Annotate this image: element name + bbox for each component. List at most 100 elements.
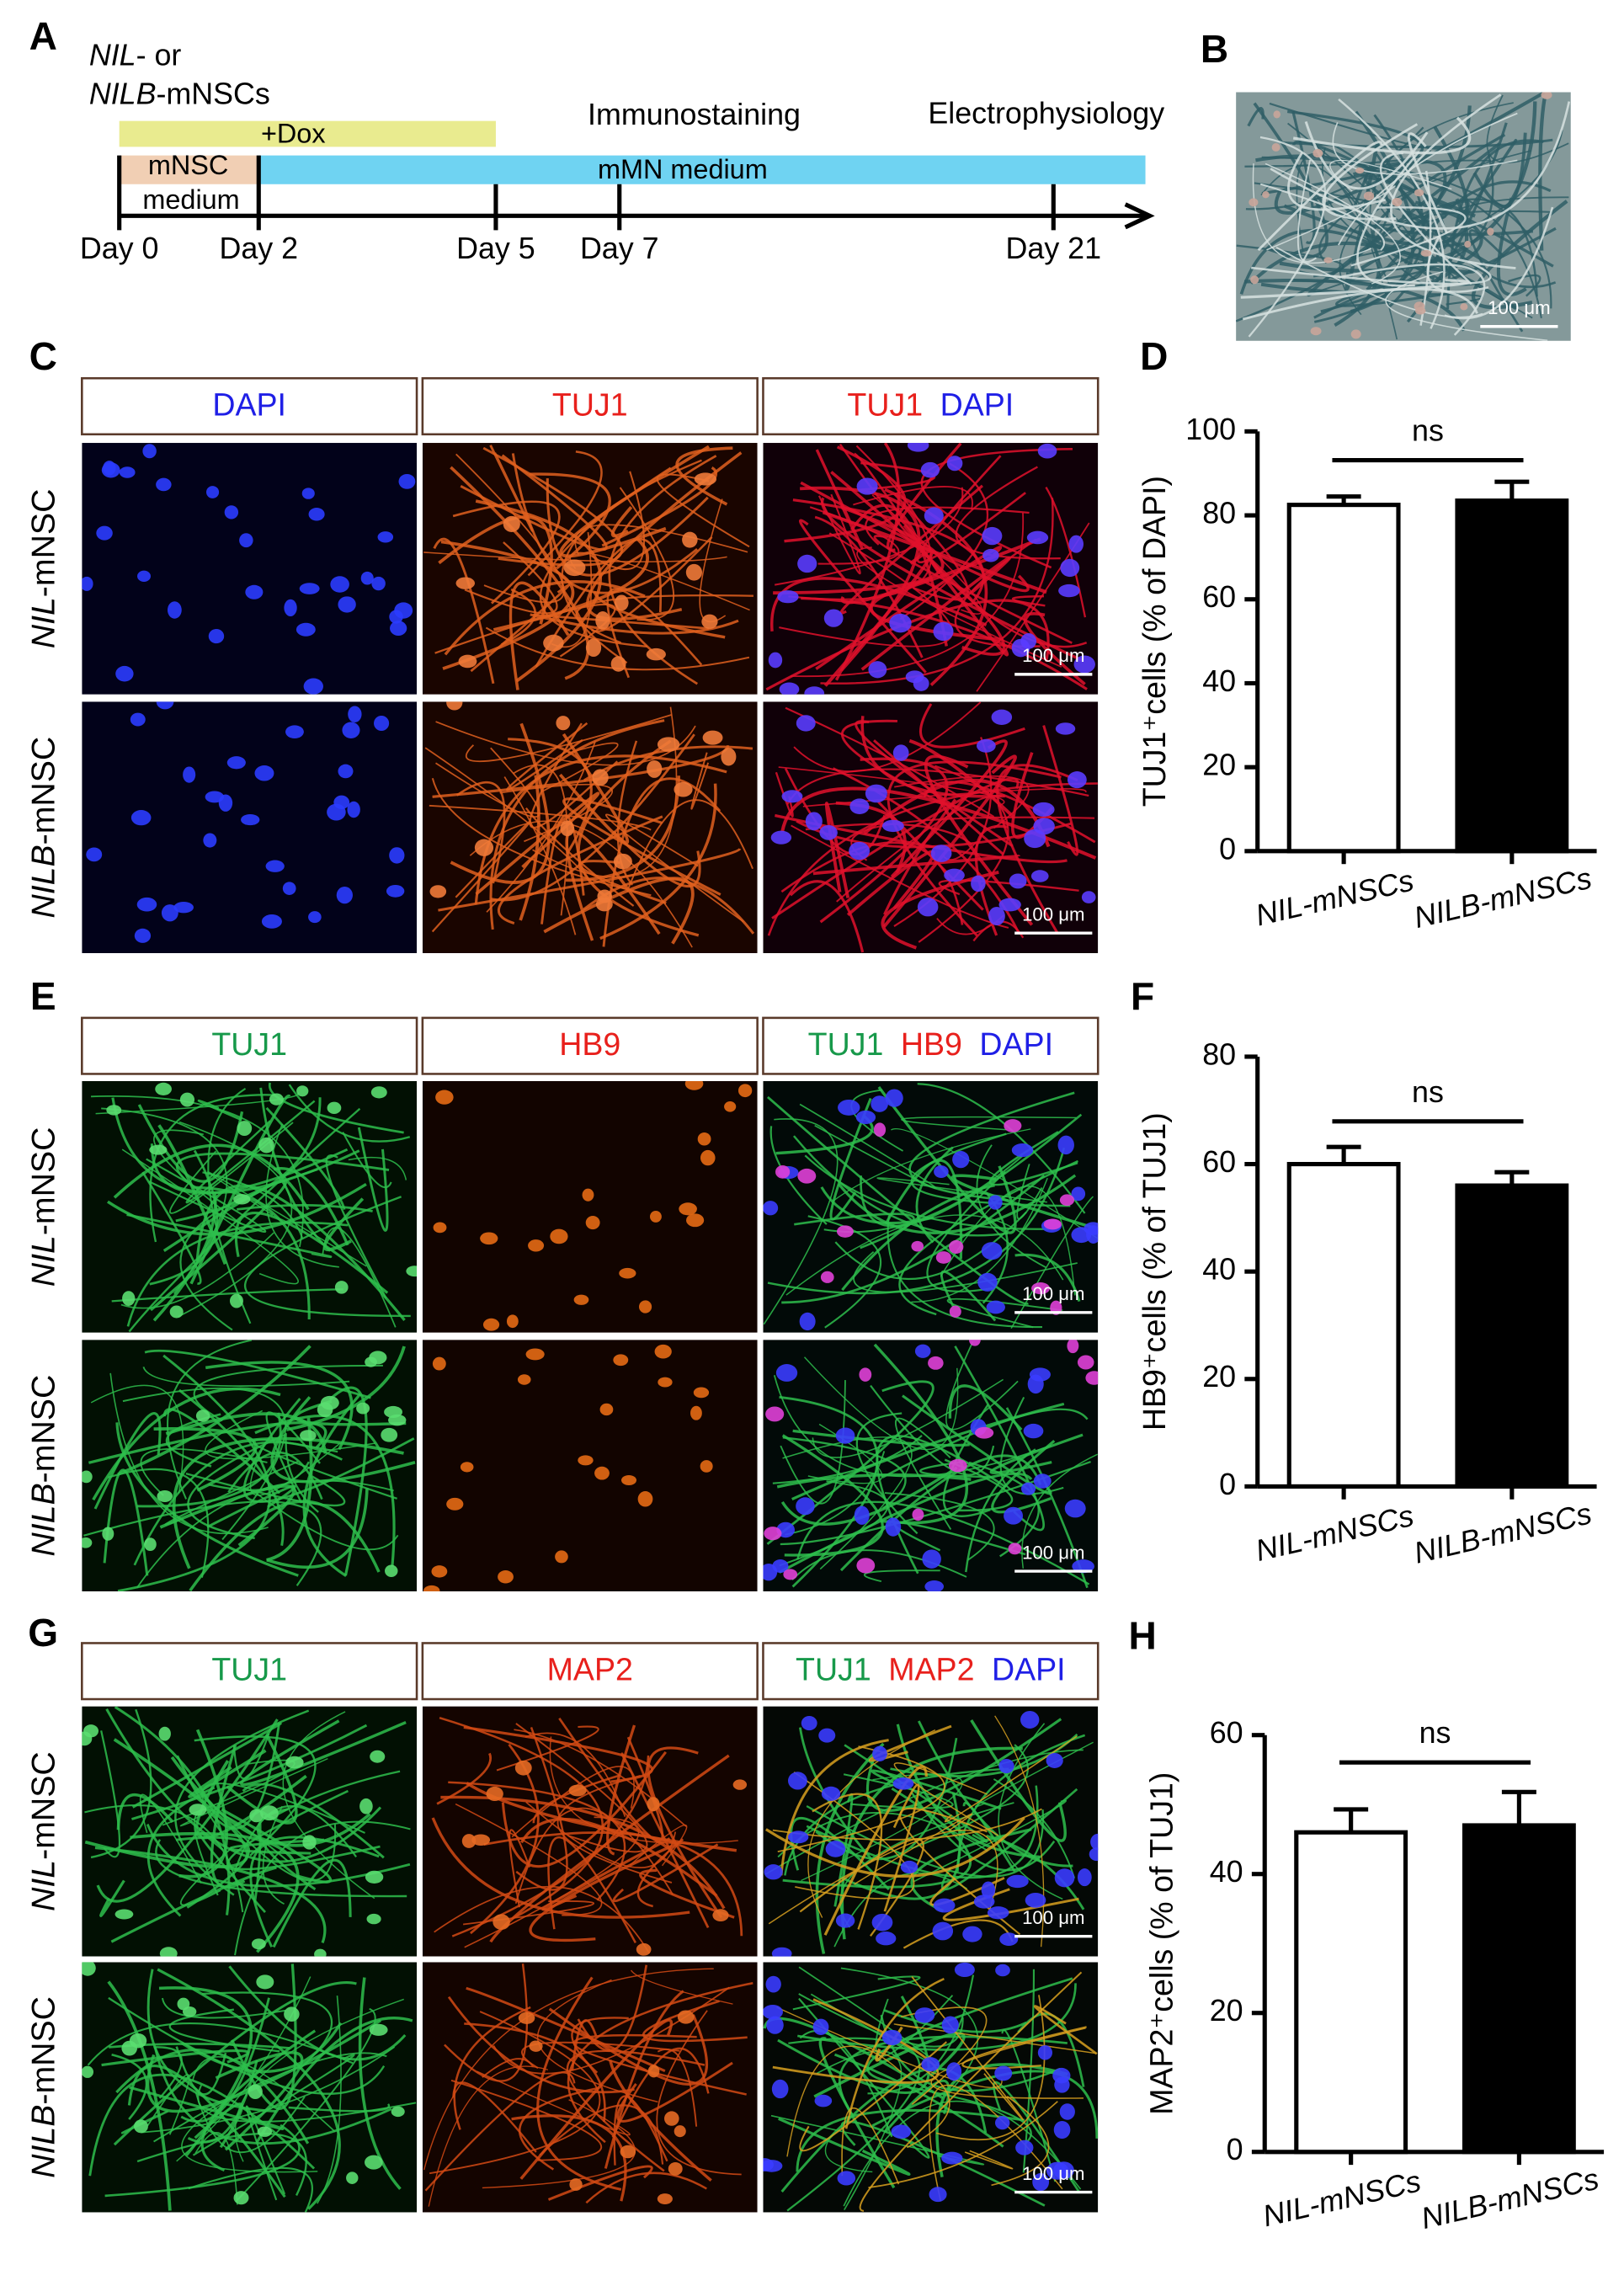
neurite [893, 2023, 1096, 2054]
cell [677, 2010, 695, 2024]
neurite [114, 1706, 231, 1916]
cell [646, 647, 666, 661]
cell [431, 1565, 448, 1578]
neurite [167, 1340, 253, 1500]
neurite [869, 2079, 1032, 2145]
cell [892, 744, 909, 761]
cell [1024, 829, 1046, 849]
header-box [421, 1642, 759, 1701]
neurite [784, 768, 886, 855]
cell [159, 1947, 178, 1957]
cell [1060, 558, 1080, 578]
cell [82, 1962, 96, 1976]
cell [1487, 227, 1494, 236]
neurite [784, 445, 907, 543]
channel-name: TUJ1 [552, 386, 628, 422]
neurite [90, 1384, 184, 1494]
neurite [910, 1132, 1071, 1207]
neurite [911, 1744, 1029, 1850]
cell [446, 701, 463, 711]
neurite [192, 2054, 355, 2156]
micrograph [82, 1706, 418, 1957]
cell [856, 477, 878, 495]
cell [946, 456, 963, 472]
panel-letter: F [1131, 974, 1154, 1018]
neurite [834, 1211, 1027, 1281]
cell [654, 1344, 672, 1359]
neurite [165, 1412, 327, 1454]
significance-label: ns [1412, 414, 1444, 448]
cell [647, 759, 663, 778]
cell [96, 525, 113, 541]
cell [169, 1305, 184, 1319]
cell [486, 1786, 503, 1802]
neurite [227, 1451, 323, 1500]
neurite [656, 473, 750, 548]
cell [835, 1427, 855, 1444]
neurite [519, 2018, 674, 2180]
neurite [599, 783, 717, 941]
cell [799, 1312, 816, 1331]
cell [933, 621, 954, 642]
label-rest: -mNSC [25, 1751, 62, 1860]
micrograph [422, 1962, 758, 2213]
cell [647, 1797, 660, 1812]
cell [994, 2065, 1013, 2081]
neurite [429, 2011, 601, 2175]
micrograph [82, 1340, 418, 1591]
neurite [950, 1174, 1094, 1229]
cell [636, 1942, 652, 1956]
scale-bar-label: 100 μm [1022, 2163, 1084, 2184]
cell [737, 1084, 753, 1098]
dox-label: +Dox [261, 118, 326, 148]
panel-letter: H [1128, 1614, 1156, 1658]
neurite [444, 1964, 529, 2082]
neurite [1385, 270, 1548, 341]
neurite [450, 722, 551, 884]
cell [971, 875, 986, 893]
neurite [1033, 2005, 1098, 2055]
row-label: NIL-mNSC [25, 1751, 62, 1911]
micrograph [763, 1706, 1099, 1957]
cell [233, 1194, 251, 1205]
neurite [1538, 97, 1547, 251]
cell [805, 812, 823, 831]
neurite [188, 2166, 314, 2213]
neurite [894, 1417, 952, 1530]
cell [578, 1455, 594, 1466]
neurite [322, 1227, 397, 1328]
gene-name: NIL [89, 39, 136, 72]
cell [619, 1267, 636, 1279]
neurite [259, 1087, 332, 1252]
cell [189, 1804, 207, 1816]
cell [686, 1213, 705, 1228]
neurite [266, 1488, 369, 1569]
neurite [571, 2017, 629, 2074]
neurite [822, 510, 1047, 594]
cell [1071, 1186, 1086, 1202]
neurite [1371, 133, 1506, 250]
cell [982, 548, 999, 562]
cell [647, 2065, 660, 2078]
neurite [954, 538, 1041, 647]
neurite [423, 552, 727, 562]
cell [86, 847, 103, 862]
neurite [775, 813, 1068, 864]
neurite [170, 1756, 371, 1847]
neurite [1332, 122, 1518, 175]
cell [849, 798, 870, 814]
neurite [930, 2028, 1086, 2099]
header-box [421, 376, 759, 436]
cell [835, 1913, 855, 1928]
neurite [1242, 287, 1478, 321]
cell [724, 1101, 737, 1112]
neurite [157, 1124, 227, 1266]
cell [377, 531, 394, 543]
neurite [955, 466, 1061, 560]
cell [1310, 327, 1322, 336]
neurite [146, 2074, 190, 2135]
cell [334, 1281, 349, 1294]
cell [1064, 1499, 1086, 1518]
cell [941, 2016, 959, 2034]
neurite [1240, 279, 1470, 299]
